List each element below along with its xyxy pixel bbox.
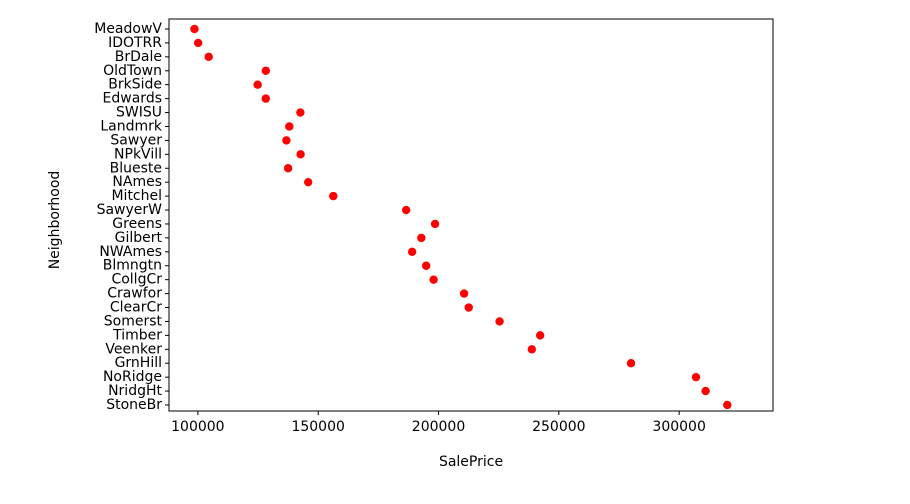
data-point — [401, 205, 411, 215]
data-point — [429, 275, 438, 284]
y-tick-label: Crawfor — [107, 286, 162, 302]
y-tick-label: Sawyer — [110, 132, 162, 148]
y-tick-label: BrDale — [115, 49, 162, 65]
data-point — [204, 52, 213, 62]
y-tick-label: MeadowV — [94, 21, 162, 37]
y-tick-label: NWAmes — [99, 244, 162, 260]
plot-frame — [168, 18, 774, 412]
data-point — [329, 191, 338, 201]
y-tick-label: GrnHill — [115, 355, 162, 371]
y-tick-label: Somerst — [104, 313, 163, 329]
y-tick-label: NridgHt — [108, 383, 162, 399]
data-point — [459, 289, 469, 298]
data-point — [464, 303, 473, 312]
y-tick-label: Mitchel — [111, 188, 162, 204]
x-tick-label: 150000 — [291, 419, 344, 435]
data-point — [430, 219, 440, 229]
x-tick-label: 100000 — [171, 419, 224, 435]
data-point — [495, 317, 504, 326]
data-point — [421, 261, 431, 270]
data-point — [691, 372, 701, 382]
x-axis-ticks: 100000 150000 200000 250000 300000 — [171, 411, 706, 435]
x-axis-label: SalePrice — [439, 454, 503, 470]
y-axis-ticks: MeadowVIDOTRRBrDaleOldTownBrkSideEdwards… — [94, 21, 169, 413]
y-tick-label: NoRidge — [103, 369, 162, 385]
y-tick-label: IDOTRR — [108, 35, 162, 51]
data-point — [261, 94, 270, 103]
y-tick-label: Gilbert — [115, 230, 163, 246]
x-tick-label: 200000 — [412, 419, 465, 435]
data-point — [296, 150, 305, 159]
y-tick-label: ClearCr — [110, 300, 162, 316]
x-tick-label: 300000 — [652, 419, 705, 435]
y-tick-label: StoneBr — [106, 397, 162, 413]
y-tick-label: NAmes — [112, 174, 162, 190]
data-point — [701, 386, 710, 396]
y-tick-label: NPkVill — [114, 146, 162, 162]
y-tick-label: Edwards — [103, 91, 162, 107]
data-point — [535, 331, 545, 340]
y-tick-label: Veenker — [105, 341, 162, 357]
y-tick-label: SawyerW — [97, 202, 163, 218]
data-point — [190, 24, 199, 34]
data-point — [417, 233, 426, 243]
data-point — [407, 247, 417, 257]
data-point — [723, 400, 732, 410]
data-point — [261, 66, 270, 75]
data-point — [283, 164, 293, 173]
y-tick-label: Blueste — [110, 160, 162, 176]
data-point — [296, 108, 305, 117]
x-tick-label: 250000 — [532, 419, 585, 435]
data-point — [253, 80, 262, 89]
y-axis-label: Neighborhood — [47, 171, 63, 270]
data-point — [626, 359, 636, 368]
data-point — [304, 177, 313, 187]
data-point — [285, 122, 294, 131]
y-tick-label: Blmngtn — [103, 258, 162, 274]
data-points — [190, 24, 732, 410]
data-point — [282, 136, 291, 145]
data-point — [527, 345, 537, 354]
y-tick-label: OldTown — [103, 63, 162, 79]
y-tick-label: CollgCr — [111, 272, 162, 288]
y-tick-label: Timber — [112, 327, 162, 343]
y-tick-label: Landmrk — [100, 118, 163, 134]
data-point — [193, 38, 203, 48]
y-tick-label: BrkSide — [108, 77, 162, 93]
y-tick-label: Greens — [112, 216, 162, 232]
y-tick-label: SWISU — [116, 105, 162, 121]
